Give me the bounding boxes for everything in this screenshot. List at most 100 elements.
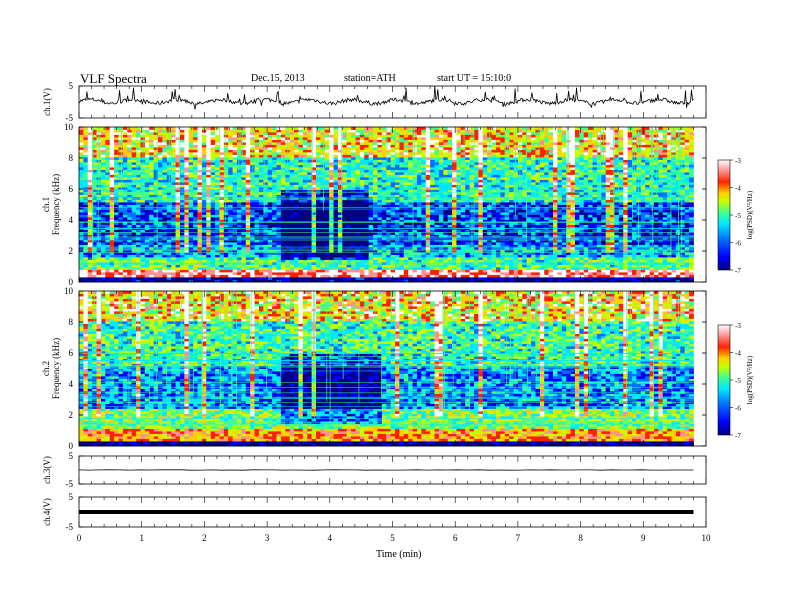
spectrogram-cell [92, 252, 97, 255]
spectrogram-cell [381, 139, 387, 143]
spectrogram-cell [359, 219, 365, 223]
spectrogram-cell [118, 179, 124, 183]
spectrogram-cell [197, 182, 203, 185]
spectrogram-cell [395, 179, 400, 183]
spectrogram-cell [79, 194, 84, 198]
spectrogram-cell [329, 269, 334, 273]
spectrogram-cell [245, 229, 251, 233]
spectrogram-cell [158, 272, 163, 275]
spectrogram-cell [127, 194, 133, 198]
spectrogram-cell [87, 232, 93, 235]
spectrogram-cell [258, 217, 264, 220]
spectrogram-cell [285, 209, 291, 213]
spectrogram-cell [333, 267, 339, 270]
spectrogram-cell [114, 152, 119, 155]
spectrogram-cell [79, 214, 84, 218]
spectrogram-cell [241, 162, 247, 165]
spectrogram-cell [395, 189, 400, 193]
spectrogram-cell [105, 279, 111, 283]
spectrogram-cell [399, 229, 405, 233]
spectrogram-cell [267, 167, 273, 170]
spectrogram-cell [122, 167, 128, 170]
spectrogram-cell [280, 162, 286, 165]
spectrogram-cell [114, 132, 119, 135]
spectrogram-cell [298, 254, 304, 258]
spectrogram-cell [184, 184, 190, 188]
spectrogram-cell [276, 234, 282, 238]
spectrogram-cell [232, 127, 238, 130]
spectrogram-cell [395, 252, 400, 255]
spectrogram-cell [276, 172, 282, 175]
spectrogram-cell [158, 179, 163, 183]
spectrogram-cell [153, 174, 159, 178]
spectrogram-cell [171, 252, 176, 255]
spectrogram-cell [285, 237, 291, 240]
spectrogram-cell [96, 174, 102, 178]
spectrogram-cell [276, 242, 282, 245]
spectrogram-cell [395, 244, 400, 248]
spectrogram-cell [237, 194, 242, 198]
spectrogram-cell [206, 269, 212, 273]
spectrogram-cell [206, 187, 212, 190]
spectrogram-cell [210, 152, 216, 155]
spectrogram-cell [346, 127, 352, 130]
spectrogram-cell [386, 172, 392, 175]
spectrogram-cell [184, 157, 190, 160]
spectrogram-cell [188, 239, 194, 243]
spectrogram-cell [298, 219, 304, 223]
spectrogram-cell [114, 147, 119, 150]
spectrogram-cell [114, 174, 119, 178]
spectrogram-cell [298, 264, 304, 268]
spectrogram-cell [351, 237, 356, 240]
spectrogram-cell [171, 237, 176, 240]
spectrogram-cell [333, 199, 339, 203]
spectrogram-cell [114, 242, 119, 245]
spectrogram-cell [399, 279, 405, 283]
spectrogram-cell [430, 269, 435, 273]
spectrogram-cell [320, 139, 326, 143]
spectrogram-cell [223, 144, 229, 148]
spectrogram-cell [258, 237, 264, 240]
spectrogram-cell [289, 212, 295, 215]
spectrogram-cell [425, 272, 431, 275]
spectrogram-cell [320, 194, 326, 198]
spectrogram-cell [307, 219, 313, 223]
spectrogram-cell [241, 127, 247, 130]
spectrogram-cell [294, 132, 299, 135]
spectrogram-cell [276, 247, 282, 250]
spectrogram-cell [351, 252, 356, 255]
spectrogram-cell [302, 267, 308, 270]
spectrogram-cell [179, 132, 185, 135]
spectrogram-cell [228, 127, 234, 130]
spectrogram-cell [289, 252, 295, 255]
spectrogram-cell [289, 167, 295, 170]
spectrogram-cell [184, 129, 190, 133]
spectrogram-cell [355, 162, 361, 165]
spectrogram-cell [373, 212, 378, 215]
spectrogram-cell [258, 224, 264, 228]
spectrogram-cell [421, 272, 427, 275]
spectrogram-cell [241, 147, 247, 150]
spectrogram-cell [109, 279, 115, 283]
spectrogram-cell [254, 139, 260, 143]
spectrogram-cell [237, 239, 242, 243]
spectrogram-cell [206, 207, 212, 210]
spectrogram-cell [368, 222, 374, 225]
spectrogram-cell [390, 207, 396, 210]
spectrogram-cell [272, 177, 277, 180]
spectrogram-cell [136, 279, 141, 283]
spectrogram-cell [416, 222, 422, 225]
spectrogram-cell [373, 209, 378, 213]
spectrogram-cell [368, 192, 374, 195]
spectrogram-cell [215, 209, 220, 213]
spectrogram-cell [83, 167, 89, 170]
spectrogram-cell [92, 192, 97, 195]
spectrogram-cell [355, 204, 361, 208]
spectrogram-cell [184, 177, 190, 180]
spectrogram-cell [364, 154, 370, 158]
spectrogram-cell [228, 274, 234, 278]
spectrogram-cell [395, 229, 400, 233]
spectrogram-cell [131, 204, 137, 208]
spectrogram-cell [311, 209, 317, 213]
